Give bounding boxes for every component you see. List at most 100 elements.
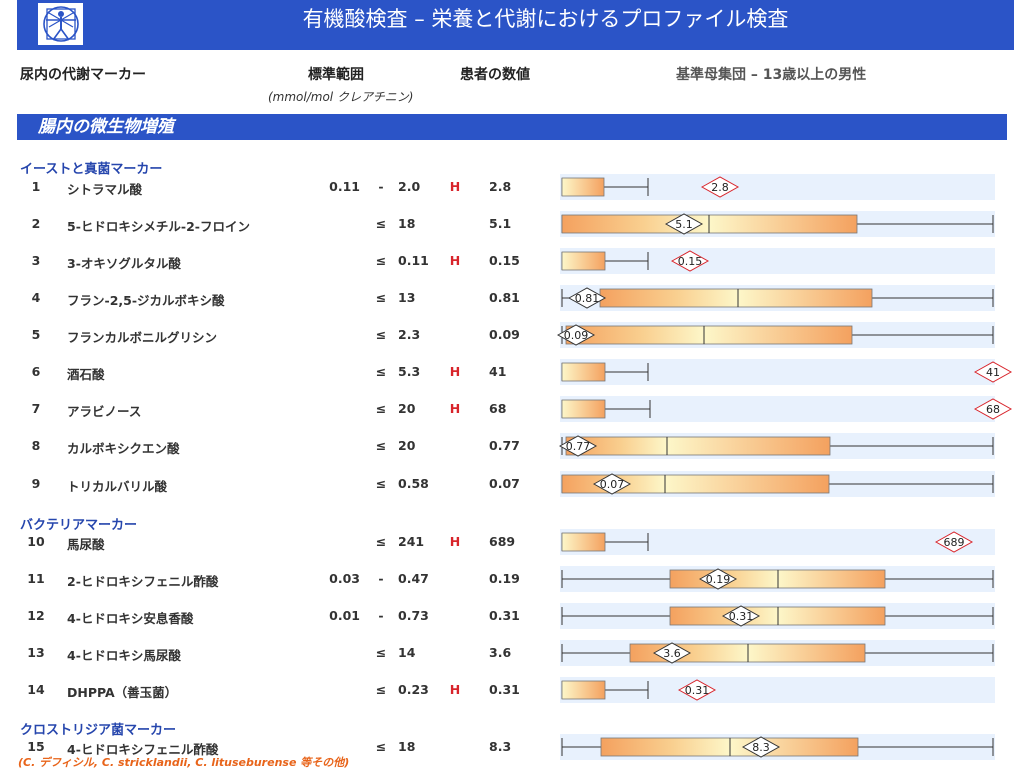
row-15-iqr-box-lower [600, 737, 731, 757]
row-1-op: - [378, 179, 384, 194]
row-13-iqr-box-upper [747, 643, 866, 663]
vitruvian-man-icon [36, 1, 85, 47]
row-7-num: 7 [31, 401, 41, 416]
group-label-yeast-fungal: イーストと真菌マーカー [20, 162, 163, 177]
row-10-diamond-label: 689 [944, 536, 965, 549]
row-6-num: 6 [31, 364, 41, 379]
row-14-diamond-label: 0.31 [685, 684, 710, 697]
row-13-high: 14 [398, 645, 416, 660]
row-7-diamond-label: 68 [986, 403, 1000, 416]
row-6-name: 酒石酸 [67, 367, 105, 382]
row-14-num: 14 [27, 682, 45, 697]
row-1-iqr-box [561, 177, 605, 197]
row-7-name: アラビノース [67, 404, 142, 419]
row-11-patient-value: 0.19 [489, 571, 520, 586]
row-9-patient-diamond [592, 473, 632, 495]
row-10-num: 10 [27, 534, 45, 549]
row-6-diamond-label: 41 [986, 366, 1000, 379]
row-11-low: 0.03 [329, 571, 360, 586]
column-header-value: 患者の数値 [460, 67, 530, 83]
row-14-name: DHPPA（善玉菌） [67, 685, 178, 700]
row-3-patient-value: 0.15 [489, 253, 520, 268]
row-1-num: 1 [31, 179, 41, 194]
row-8-high: 20 [398, 438, 416, 453]
footnote: (C. デフィシル, C. stricklandii, C. litusebur… [18, 756, 350, 769]
row-11-op: - [378, 571, 384, 586]
row-10-op: ≤ [375, 534, 387, 549]
row-3-op: ≤ [375, 253, 387, 268]
row-3-patient-diamond [670, 250, 710, 272]
row-8-op: ≤ [375, 438, 387, 453]
row-1-flag: H [449, 179, 461, 194]
row-8-patient-diamond [558, 435, 598, 457]
row-13-num: 13 [27, 645, 45, 660]
header-banner: 有機酸検査 – 栄養と代謝におけるプロファイル検査 [17, 0, 1014, 50]
row-7-patient-value: 68 [489, 401, 507, 416]
row-10-flag: H [449, 534, 461, 549]
row-12-diamond-label: 0.31 [729, 610, 754, 623]
row-12-patient-value: 0.31 [489, 608, 520, 623]
row-13-name: 4-ヒドロキシ馬尿酸 [67, 648, 181, 663]
row-14-patient-value: 0.31 [489, 682, 520, 697]
row-1-diamond-label: 2.8 [711, 181, 729, 194]
row-3-diamond-label: 0.15 [678, 255, 703, 268]
row-1-patient-diamond [700, 176, 740, 198]
row-3-flag: H [449, 253, 461, 268]
row-5-iqr-box-upper [703, 325, 853, 345]
row-11-diamond-label: 0.19 [706, 573, 731, 586]
row-13-patient-diamond [652, 642, 692, 664]
section-title: 腸内の微生物増殖 [38, 117, 174, 137]
row-15-high: 18 [398, 739, 416, 754]
row-4-patient-value: 0.81 [489, 290, 520, 305]
row-14-op: ≤ [375, 682, 387, 697]
column-header-population: 基準母集団 – 13歳以上の男性 [676, 67, 867, 83]
row-7-patient-diamond [973, 398, 1013, 420]
row-4-high: 13 [398, 290, 416, 305]
row-12-high: 0.73 [398, 608, 429, 623]
column-header-marker: 尿内の代謝マーカー [20, 67, 146, 83]
row-12-patient-diamond [721, 605, 761, 627]
row-15-patient-value: 8.3 [489, 739, 512, 754]
row-2-op: ≤ [375, 216, 387, 231]
row-6-op: ≤ [375, 364, 387, 379]
row-12-name: 4-ヒドロキシ安息香酸 [67, 611, 194, 626]
row-13-diamond-label: 3.6 [663, 647, 681, 660]
row-2-iqr-box-upper [708, 214, 858, 234]
row-6-iqr-box [561, 362, 606, 382]
row-9-iqr-box-upper [664, 474, 830, 494]
row-15-diamond-label: 8.3 [752, 741, 770, 754]
row-7-op: ≤ [375, 401, 387, 416]
row-13-op: ≤ [375, 645, 387, 660]
row-4-diamond-label: 0.81 [575, 292, 600, 305]
row-12-num: 12 [27, 608, 45, 623]
row-10-iqr-box [561, 532, 606, 552]
row-6-flag: H [449, 364, 461, 379]
row-3-name: 3-オキソグルタル酸 [67, 256, 181, 271]
column-header-range: 標準範囲 [308, 67, 364, 83]
row-9-op: ≤ [375, 476, 387, 491]
row-8-diamond-label: 0.77 [566, 440, 591, 453]
row-9-name: トリカルバリル酸 [67, 479, 168, 494]
row-14-patient-diamond [677, 679, 717, 701]
row-9-high: 0.58 [398, 476, 429, 491]
row-7-flag: H [449, 401, 461, 416]
row-15-patient-diamond [741, 736, 781, 758]
row-3-high: 0.11 [398, 253, 429, 268]
row-11-patient-diamond [698, 568, 738, 590]
row-1-high: 2.0 [398, 179, 421, 194]
row-6-patient-value: 41 [489, 364, 507, 379]
row-7-high: 20 [398, 401, 416, 416]
group-label-bacterial: バクテリアマーカー [20, 518, 138, 533]
row-12-iqr-box-upper [777, 606, 886, 626]
row-8-patient-value: 0.77 [489, 438, 520, 453]
row-2-patient-value: 5.1 [489, 216, 512, 231]
row-10-name: 馬尿酸 [67, 537, 105, 552]
row-8-iqr-box-upper [666, 436, 831, 456]
row-5-num: 5 [31, 327, 41, 342]
row-2-name: 5-ヒドロキシメチル-2-フロイン [67, 219, 250, 234]
row-11-iqr-box-upper [777, 569, 886, 589]
row-5-op: ≤ [375, 327, 387, 342]
row-14-flag: H [449, 682, 461, 697]
row-14-iqr-box [561, 680, 606, 700]
